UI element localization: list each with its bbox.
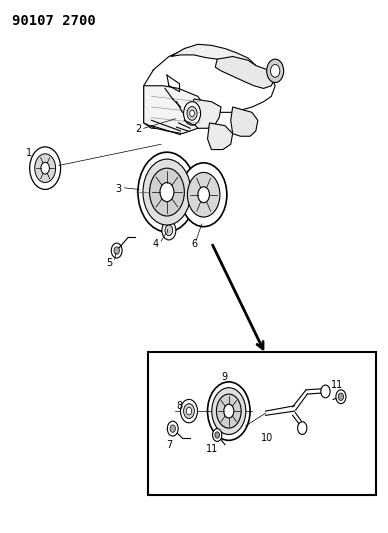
Text: 8: 8 <box>177 401 183 411</box>
Circle shape <box>298 422 307 434</box>
Text: 9: 9 <box>222 372 228 382</box>
Text: 3: 3 <box>115 184 121 195</box>
Text: 4: 4 <box>152 239 158 248</box>
Circle shape <box>336 390 346 403</box>
Circle shape <box>190 110 194 117</box>
Circle shape <box>138 152 196 232</box>
Circle shape <box>41 163 49 174</box>
Circle shape <box>224 404 234 418</box>
Circle shape <box>165 225 173 236</box>
Circle shape <box>35 154 55 182</box>
Circle shape <box>187 172 220 217</box>
Circle shape <box>170 425 175 432</box>
Circle shape <box>160 182 174 201</box>
Circle shape <box>321 385 330 398</box>
Text: 1: 1 <box>26 148 31 158</box>
Text: 11: 11 <box>206 444 219 454</box>
Text: 5: 5 <box>106 258 113 268</box>
Circle shape <box>162 221 176 240</box>
Circle shape <box>186 407 192 415</box>
Polygon shape <box>171 44 256 70</box>
Circle shape <box>149 168 184 216</box>
Circle shape <box>212 387 246 434</box>
Circle shape <box>184 102 201 125</box>
Polygon shape <box>144 86 206 134</box>
Bar <box>147 352 376 495</box>
Circle shape <box>213 429 222 441</box>
Text: 6: 6 <box>191 239 197 249</box>
Text: 10: 10 <box>262 433 274 443</box>
Text: 7: 7 <box>166 440 173 450</box>
Polygon shape <box>190 99 221 128</box>
Text: 2: 2 <box>135 124 141 134</box>
Circle shape <box>184 403 194 418</box>
Circle shape <box>267 59 284 83</box>
Circle shape <box>198 187 210 203</box>
Text: 90107 2700: 90107 2700 <box>12 14 96 28</box>
Circle shape <box>217 394 241 428</box>
Circle shape <box>187 107 197 120</box>
Text: 11: 11 <box>331 380 343 390</box>
Circle shape <box>208 382 250 440</box>
Polygon shape <box>231 107 258 136</box>
Polygon shape <box>215 56 275 88</box>
Circle shape <box>167 421 178 436</box>
Circle shape <box>180 163 227 227</box>
Circle shape <box>114 247 120 254</box>
Circle shape <box>338 393 344 400</box>
Circle shape <box>270 64 280 77</box>
Circle shape <box>143 159 191 225</box>
Circle shape <box>30 147 61 189</box>
Circle shape <box>180 399 197 423</box>
Circle shape <box>215 432 220 438</box>
Polygon shape <box>208 123 233 150</box>
Circle shape <box>111 243 122 258</box>
